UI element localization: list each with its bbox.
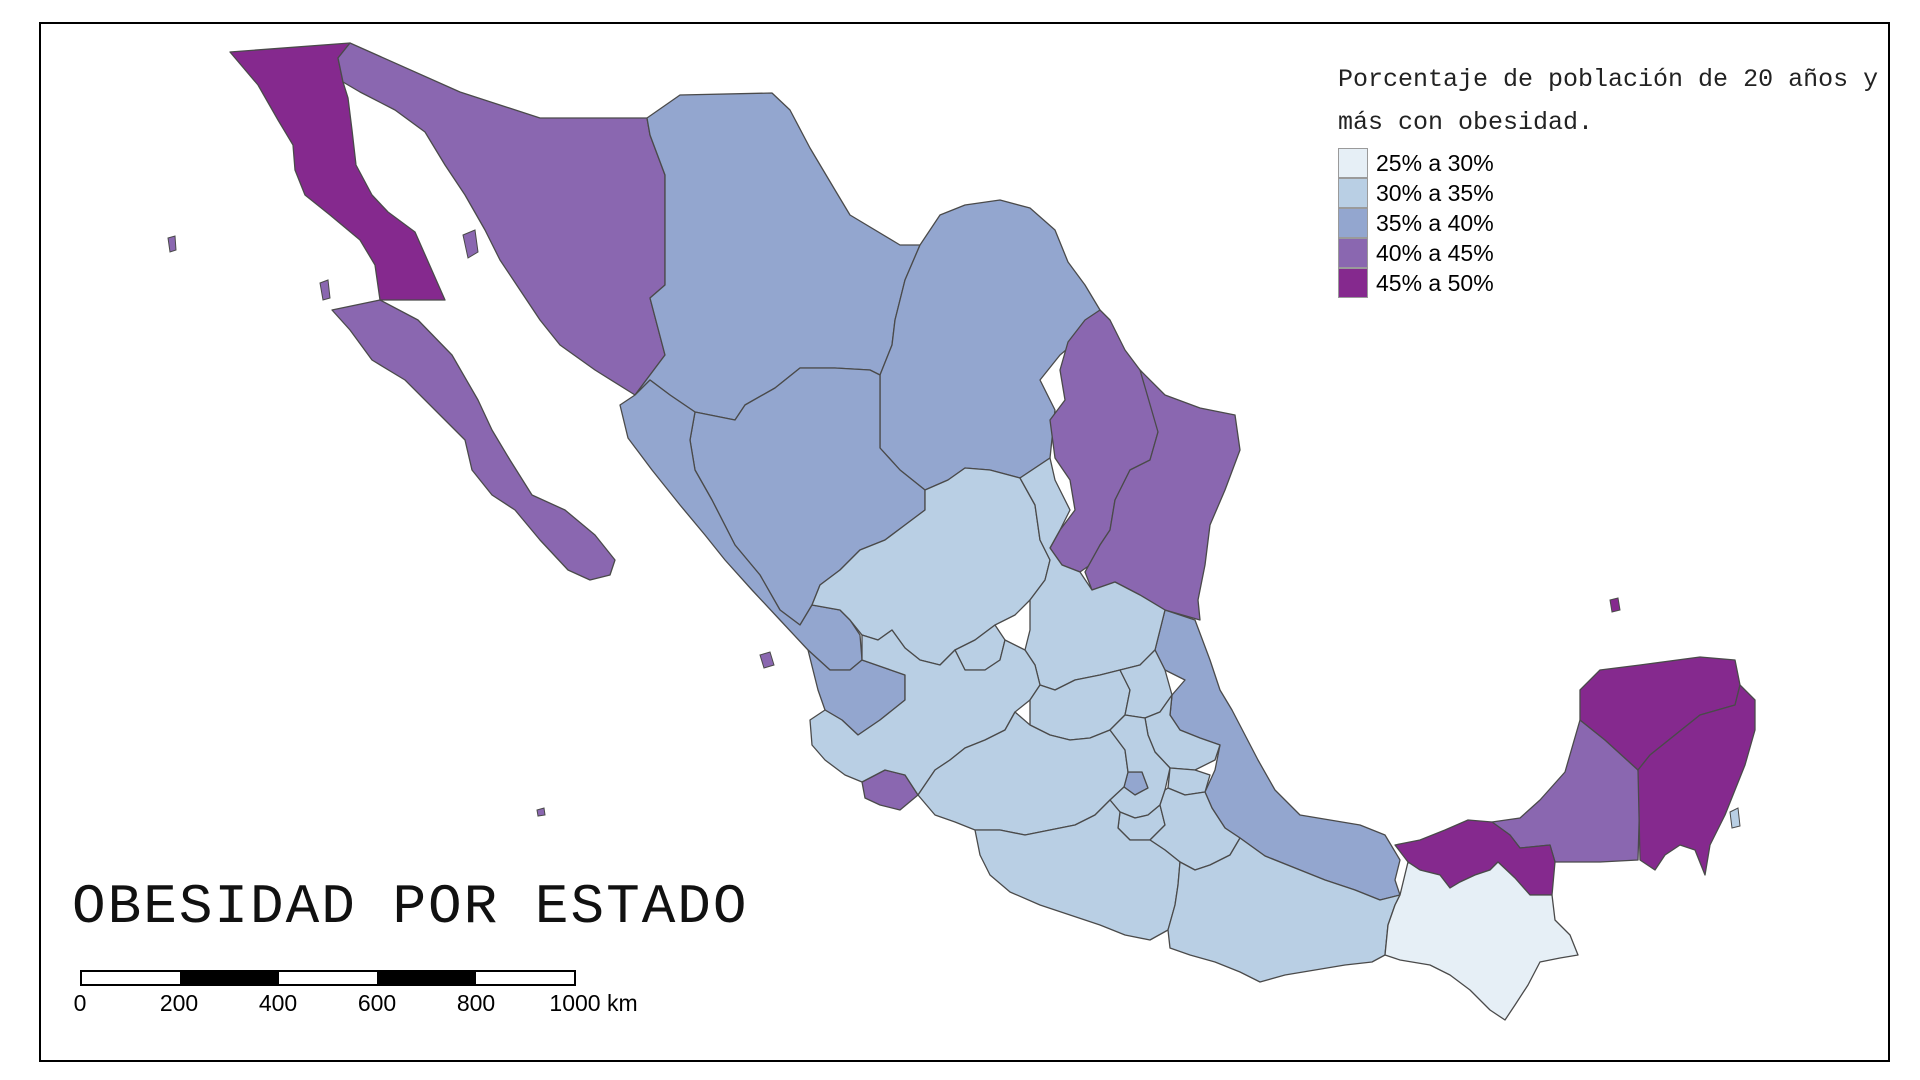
state-chihuahua[interactable] bbox=[634, 92, 921, 421]
legend-item: 45% a 50% bbox=[1338, 268, 1898, 298]
state-sonora[interactable] bbox=[337, 42, 666, 396]
island-cerralvo bbox=[319, 279, 331, 301]
island-cozumel-south bbox=[1729, 807, 1741, 829]
state-quintana-roo[interactable] bbox=[1637, 684, 1756, 876]
legend-item: 40% a 45% bbox=[1338, 238, 1898, 268]
scale-segment bbox=[475, 972, 575, 984]
map-title: OBESIDAD POR ESTADO bbox=[72, 875, 749, 939]
legend-items: 25% a 30% 30% a 35% 35% a 40% 40% a 45% … bbox=[1338, 148, 1898, 298]
scale-tick-label: 0 bbox=[73, 990, 87, 1016]
legend-label: 45% a 50% bbox=[1376, 269, 1494, 296]
state-baja-california[interactable] bbox=[229, 42, 446, 301]
scale-bar bbox=[80, 970, 576, 986]
state-jalisco[interactable] bbox=[809, 629, 1041, 796]
scale-segment bbox=[180, 972, 279, 984]
legend-title: Porcentaje de población de 20 años y más… bbox=[1338, 65, 1879, 137]
scale-segment bbox=[278, 972, 378, 984]
legend-item: 25% a 30% bbox=[1338, 148, 1898, 178]
legend-swatch bbox=[1338, 148, 1368, 178]
scale-tick-label: 800 bbox=[456, 990, 496, 1016]
state-baja-california-sur[interactable] bbox=[331, 299, 616, 581]
scale-segment bbox=[82, 972, 181, 984]
legend-label: 40% a 45% bbox=[1376, 239, 1494, 266]
legend-swatch bbox=[1338, 268, 1368, 298]
island-revillagigedo bbox=[167, 235, 177, 253]
legend-swatch bbox=[1338, 208, 1368, 238]
legend-label: 35% a 40% bbox=[1376, 209, 1494, 236]
legend-swatch bbox=[1338, 238, 1368, 268]
scale-tick-label: 1000 bbox=[549, 990, 601, 1016]
legend-item: 35% a 40% bbox=[1338, 208, 1898, 238]
scale-tick-label: 400 bbox=[258, 990, 298, 1016]
scale-segment bbox=[377, 972, 476, 984]
scale-tick-label: 600 bbox=[357, 990, 397, 1016]
island-socorro bbox=[536, 807, 546, 817]
legend-swatch bbox=[1338, 178, 1368, 208]
state-chiapas[interactable] bbox=[1384, 861, 1579, 1021]
island-cozumel bbox=[1609, 597, 1621, 613]
scale-tick-label: 200 bbox=[159, 990, 199, 1016]
legend-label: 25% a 30% bbox=[1376, 149, 1494, 176]
scale-unit-label: km bbox=[607, 990, 638, 1016]
map-legend: Porcentaje de población de 20 años y más… bbox=[1338, 58, 1898, 298]
island-tiburon bbox=[462, 229, 479, 259]
legend-label: 30% a 35% bbox=[1376, 179, 1494, 206]
legend-item: 30% a 35% bbox=[1338, 178, 1898, 208]
island-maria-madre bbox=[759, 651, 775, 669]
